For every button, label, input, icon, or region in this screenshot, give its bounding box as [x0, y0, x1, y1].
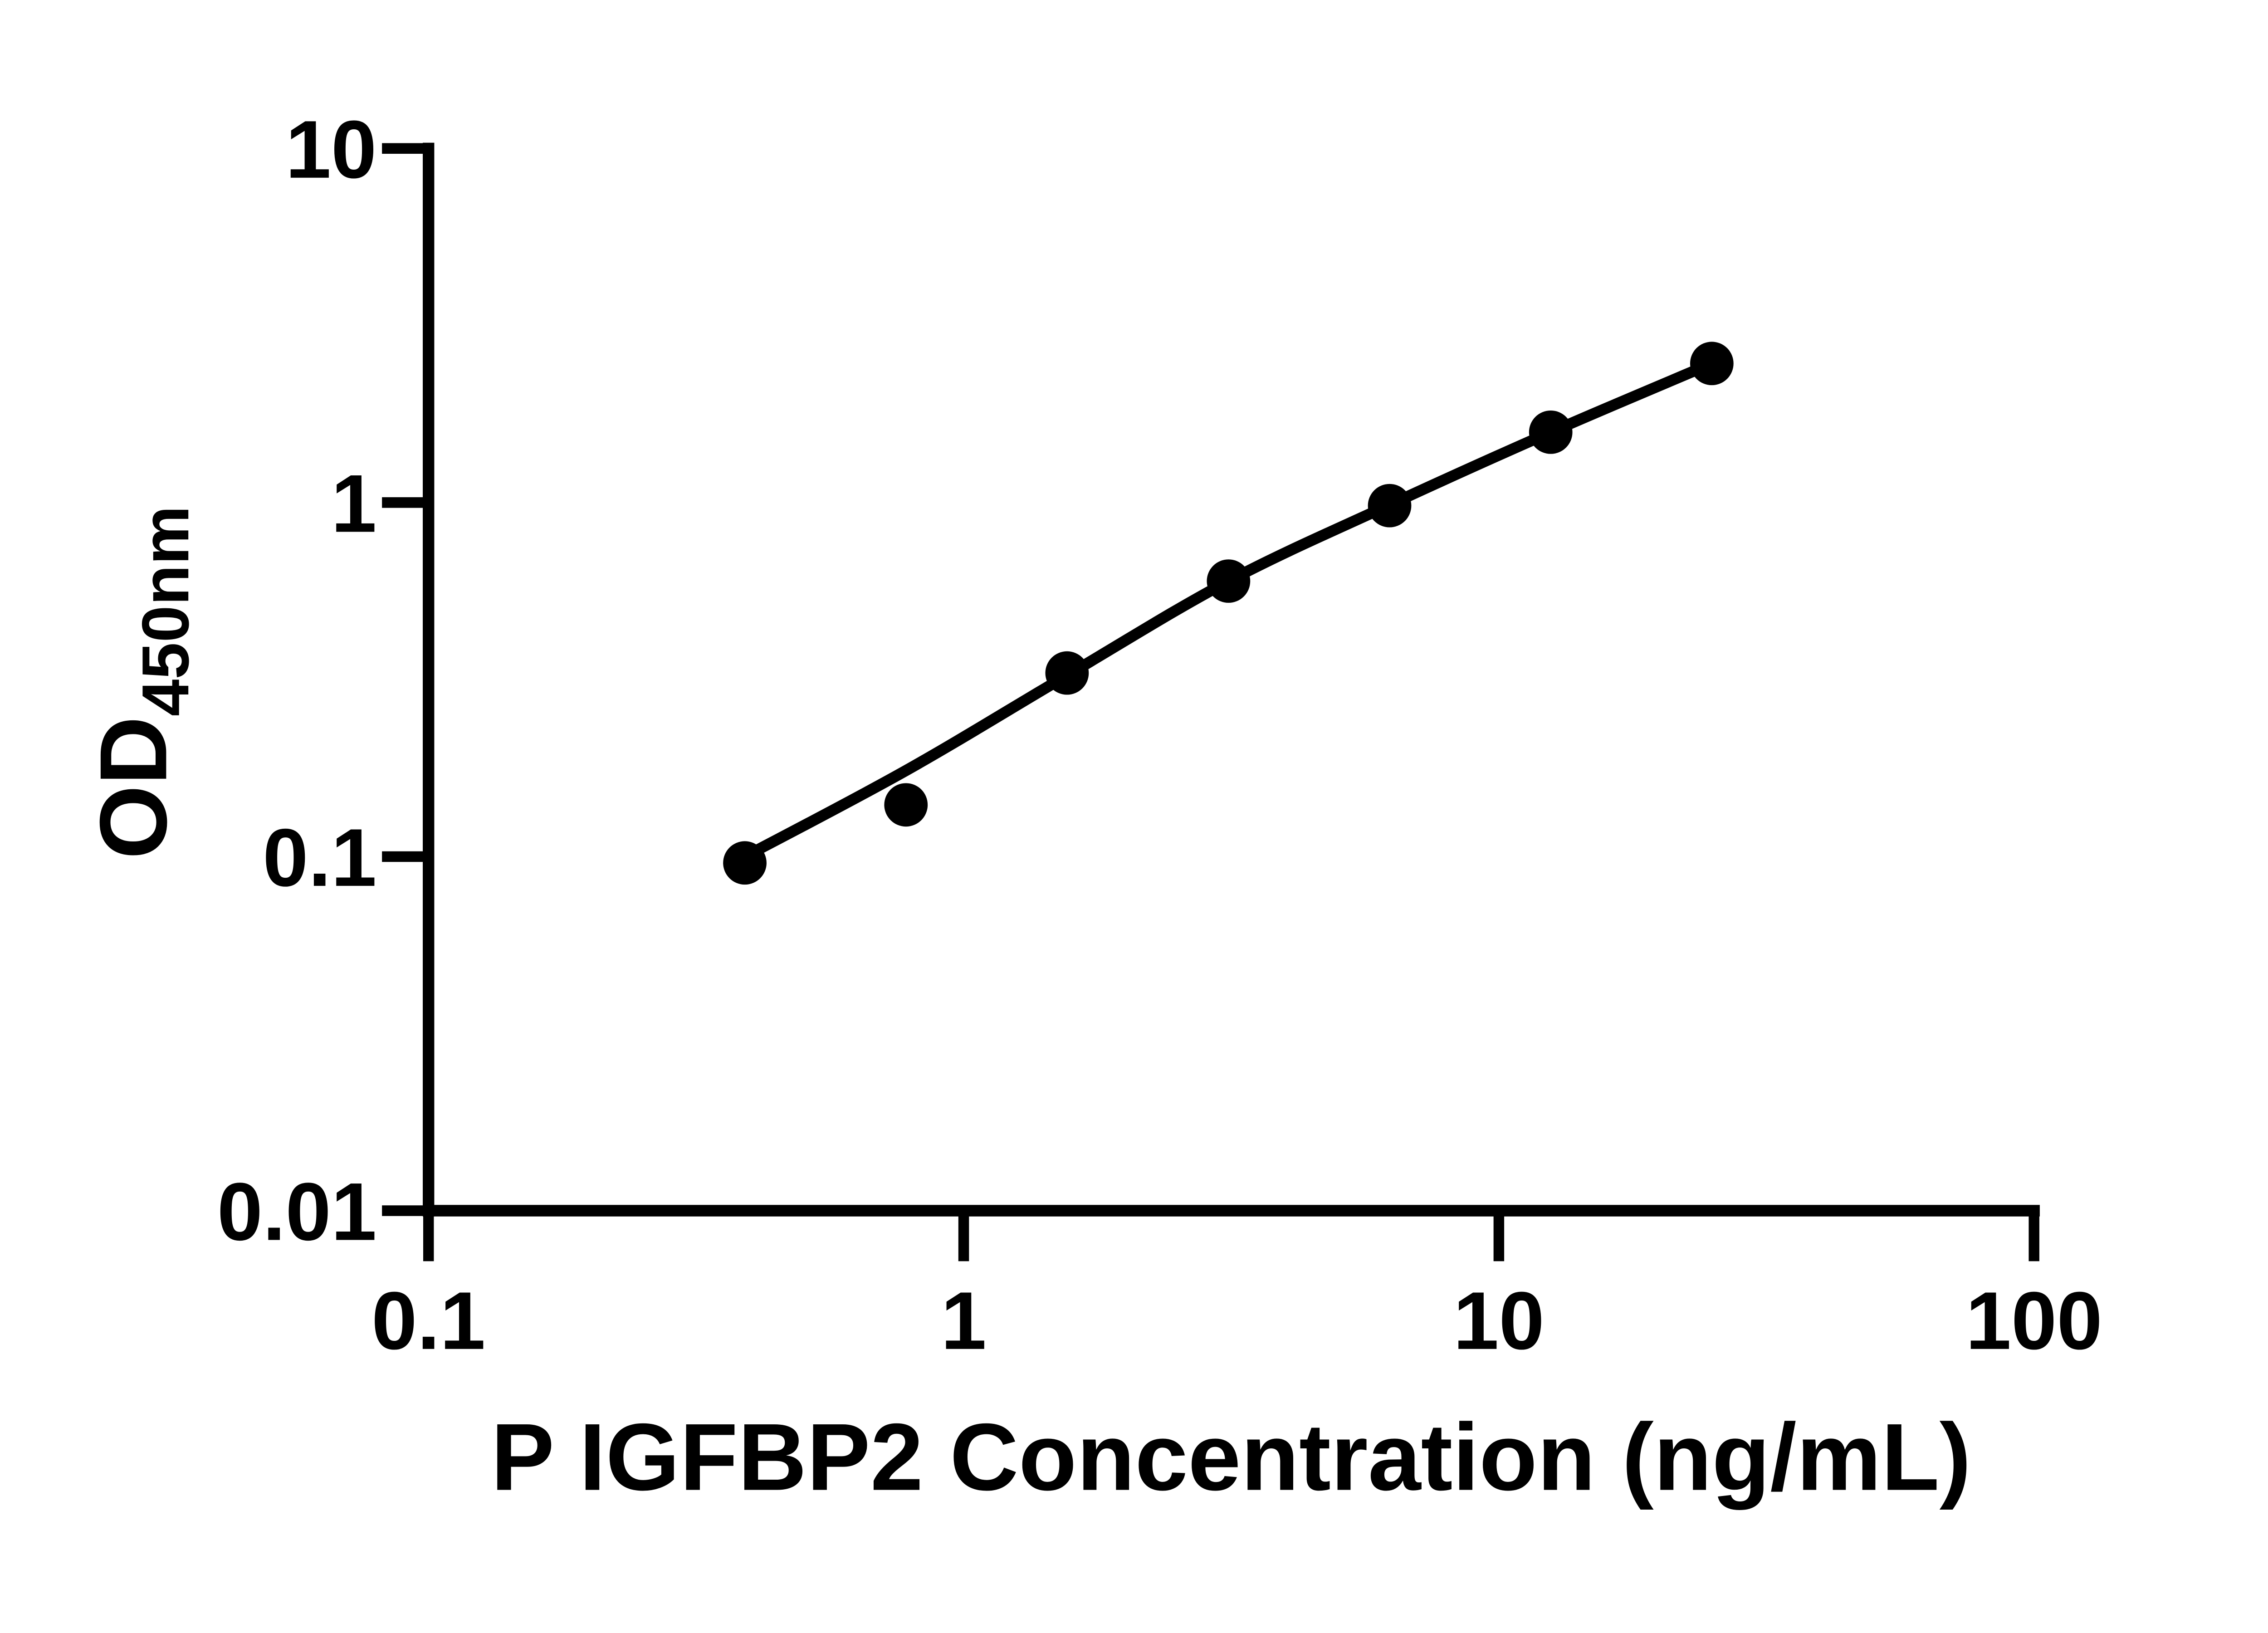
data-point [1529, 410, 1573, 454]
chart-container: 10 1 0.1 0.01 0.1 1 10 100 P IGFBP2 Concentrati… [0, 0, 2268, 1595]
y-tick-label: 0.01 [217, 1166, 377, 1257]
y-tick-label: 10 [285, 104, 376, 196]
chart-background [0, 0, 2268, 1595]
x-tick-label: 0.1 [371, 1275, 485, 1367]
x-tick-label: 1 [941, 1275, 987, 1367]
data-points [723, 342, 1734, 885]
data-point [723, 841, 767, 885]
x-tick-label: 10 [1453, 1275, 1545, 1367]
x-axis-title: P IGFBP2 Concentration (ng/mL) [491, 1403, 1971, 1510]
axis-tick-labels: 10 1 0.1 0.01 0.1 1 10 100 [217, 104, 2102, 1367]
y-tick-label: 1 [331, 458, 377, 549]
y-axis-title-subscript: 450nm [128, 506, 203, 716]
y-axis-title-main: OD [80, 716, 186, 859]
data-point [1368, 484, 1412, 528]
data-point [884, 783, 928, 827]
x-tick-label: 100 [1965, 1275, 2102, 1367]
data-point [1207, 559, 1251, 603]
axis-ticks [382, 143, 2039, 1261]
data-point [1045, 651, 1089, 695]
data-point [1690, 342, 1734, 386]
y-axis-title: OD450nm [80, 506, 203, 859]
axes [423, 142, 2040, 1217]
y-tick-label: 0.1 [263, 812, 376, 904]
standard-curve-chart: 10 1 0.1 0.01 0.1 1 10 100 P IGFBP2 Concentrati… [0, 0, 2268, 1595]
